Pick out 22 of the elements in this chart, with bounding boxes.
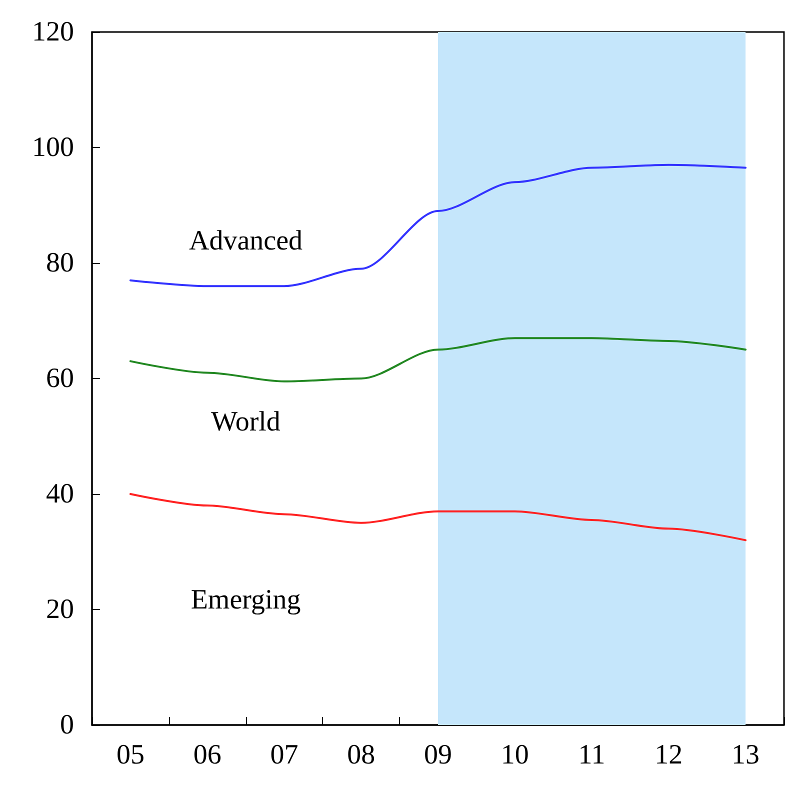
series-label: World — [211, 406, 280, 438]
x-tick-label: 12 — [654, 740, 683, 770]
x-tick-label: 09 — [424, 740, 452, 770]
x-tick-label: 11 — [578, 740, 606, 770]
line-series — [129, 337, 747, 382]
y-tick-label: 40 — [46, 478, 74, 510]
series-label: Advanced — [189, 226, 303, 257]
y-tick-label: 60 — [46, 363, 74, 394]
text: Emerging — [190, 584, 301, 616]
line-series — [129, 164, 747, 288]
y-tick-label: 0 — [60, 710, 74, 740]
x-tick-label: 05 — [116, 740, 144, 770]
y-tick-label: 100 — [32, 132, 74, 163]
x-tick-label: 08 — [347, 740, 376, 770]
y-tick-label: 120 — [32, 16, 74, 48]
x-tick-label: 10 — [500, 740, 529, 770]
x-tick-label: 13 — [732, 740, 760, 770]
x-tick-label: 06 — [193, 740, 222, 770]
y-tick-label: 80 — [46, 248, 74, 278]
y-tick-label: 20 — [46, 594, 74, 625]
x-tick-label: 07 — [270, 740, 298, 770]
line-series — [129, 493, 747, 542]
